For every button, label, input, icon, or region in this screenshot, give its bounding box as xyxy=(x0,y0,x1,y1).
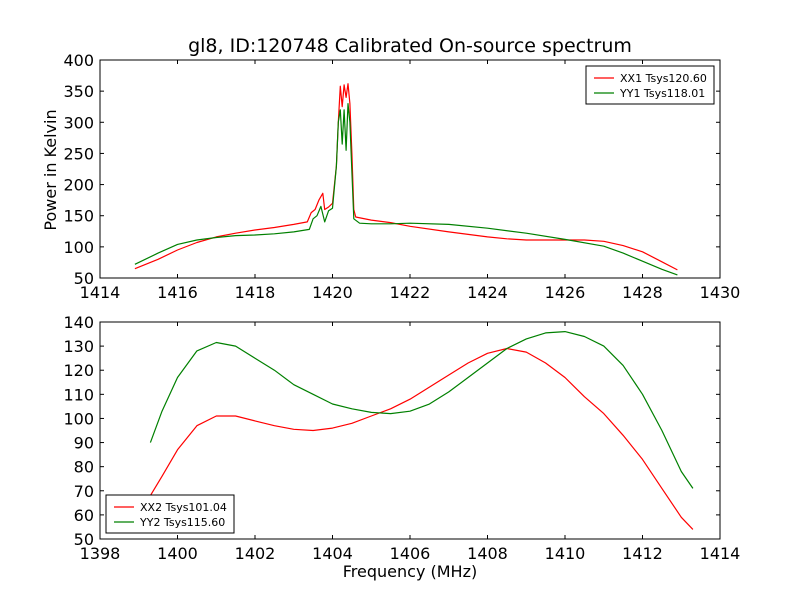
lower-x-tick-label: 1400 xyxy=(157,544,198,563)
y-axis-label: Power in Kelvin xyxy=(41,109,60,230)
upper-y-tick-label: 350 xyxy=(63,82,94,101)
lower-y-tick-label: 140 xyxy=(63,313,94,332)
lower-legend-label-2: YY2 Tsys115.60 xyxy=(139,516,225,529)
upper-y-tick-label: 300 xyxy=(63,113,94,132)
upper-y-tick-label: 250 xyxy=(63,144,94,163)
lower-x-tick-label: 1398 xyxy=(80,544,121,563)
lower-x-tick-label: 1408 xyxy=(467,544,508,563)
lower-x-tick-label: 1410 xyxy=(545,544,586,563)
upper-y-tick-label: 150 xyxy=(63,207,94,226)
lower-series-line-2 xyxy=(149,331,694,489)
lower-x-tick-label: 1404 xyxy=(312,544,353,563)
upper-series-line-1 xyxy=(134,83,678,271)
lower-x-tick-label: 1406 xyxy=(390,544,431,563)
lower-series-line-1 xyxy=(149,347,694,530)
upper-x-tick-label: 1430 xyxy=(700,283,741,302)
upper-x-tick-label: 1426 xyxy=(545,283,586,302)
lower-legend: XX2 Tsys101.04 YY2 Tsys115.60 xyxy=(105,494,235,534)
upper-x-tick-label: 1428 xyxy=(622,283,663,302)
upper-series-line-2 xyxy=(134,103,678,276)
lower-y-tick-label: 60 xyxy=(74,506,94,525)
lower-y-tick-label: 70 xyxy=(74,482,94,501)
upper-x-tick-label: 1416 xyxy=(157,283,198,302)
upper-y-tick-label: 200 xyxy=(63,176,94,195)
lower-y-tick-label: 80 xyxy=(74,458,94,477)
panels-layer: 1414 1416 1418 1420 1422 1424 1426 1428 1430 50 10… xyxy=(63,51,740,563)
lower-y-tick-label: 100 xyxy=(63,409,94,428)
upper-legend-label-2: YY1 Tsys118.01 xyxy=(619,87,705,100)
upper-legend-label-1: XX1 Tsys120.60 xyxy=(620,72,707,85)
lower-x-tick-label: 1402 xyxy=(235,544,276,563)
lower-y-tick-label: 130 xyxy=(63,337,94,356)
lower-y-tick-label: 120 xyxy=(63,361,94,380)
upper-x-tick-label: 1418 xyxy=(235,283,276,302)
upper-x-tick-label: 1420 xyxy=(312,283,353,302)
lower-x-tick-label: 1412 xyxy=(622,544,663,563)
lower-legend-box xyxy=(105,494,235,534)
upper-x-tick-label: 1424 xyxy=(467,283,508,302)
upper-legend-box xyxy=(585,65,715,105)
upper-y-tick-label: 400 xyxy=(63,51,94,70)
lower-y-tick-label: 90 xyxy=(74,434,94,453)
upper-legend: XX1 Tsys120.60 YY1 Tsys118.01 xyxy=(585,65,715,105)
upper-x-tick-label: 1414 xyxy=(80,283,121,302)
lower-legend-label-1: XX2 Tsys101.04 xyxy=(140,501,227,514)
upper-y-tick-label: 50 xyxy=(74,269,94,288)
lower-y-tick-label: 110 xyxy=(63,385,94,404)
lower-y-tick-label: 50 xyxy=(74,530,94,549)
chart-title: gl8, ID:120748 Calibrated On-source spec… xyxy=(188,35,632,57)
upper-y-tick-label: 100 xyxy=(63,238,94,257)
x-axis-label: Frequency (MHz) xyxy=(343,562,477,581)
upper-x-tick-label: 1422 xyxy=(390,283,431,302)
lower-x-tick-label: 1414 xyxy=(700,544,741,563)
